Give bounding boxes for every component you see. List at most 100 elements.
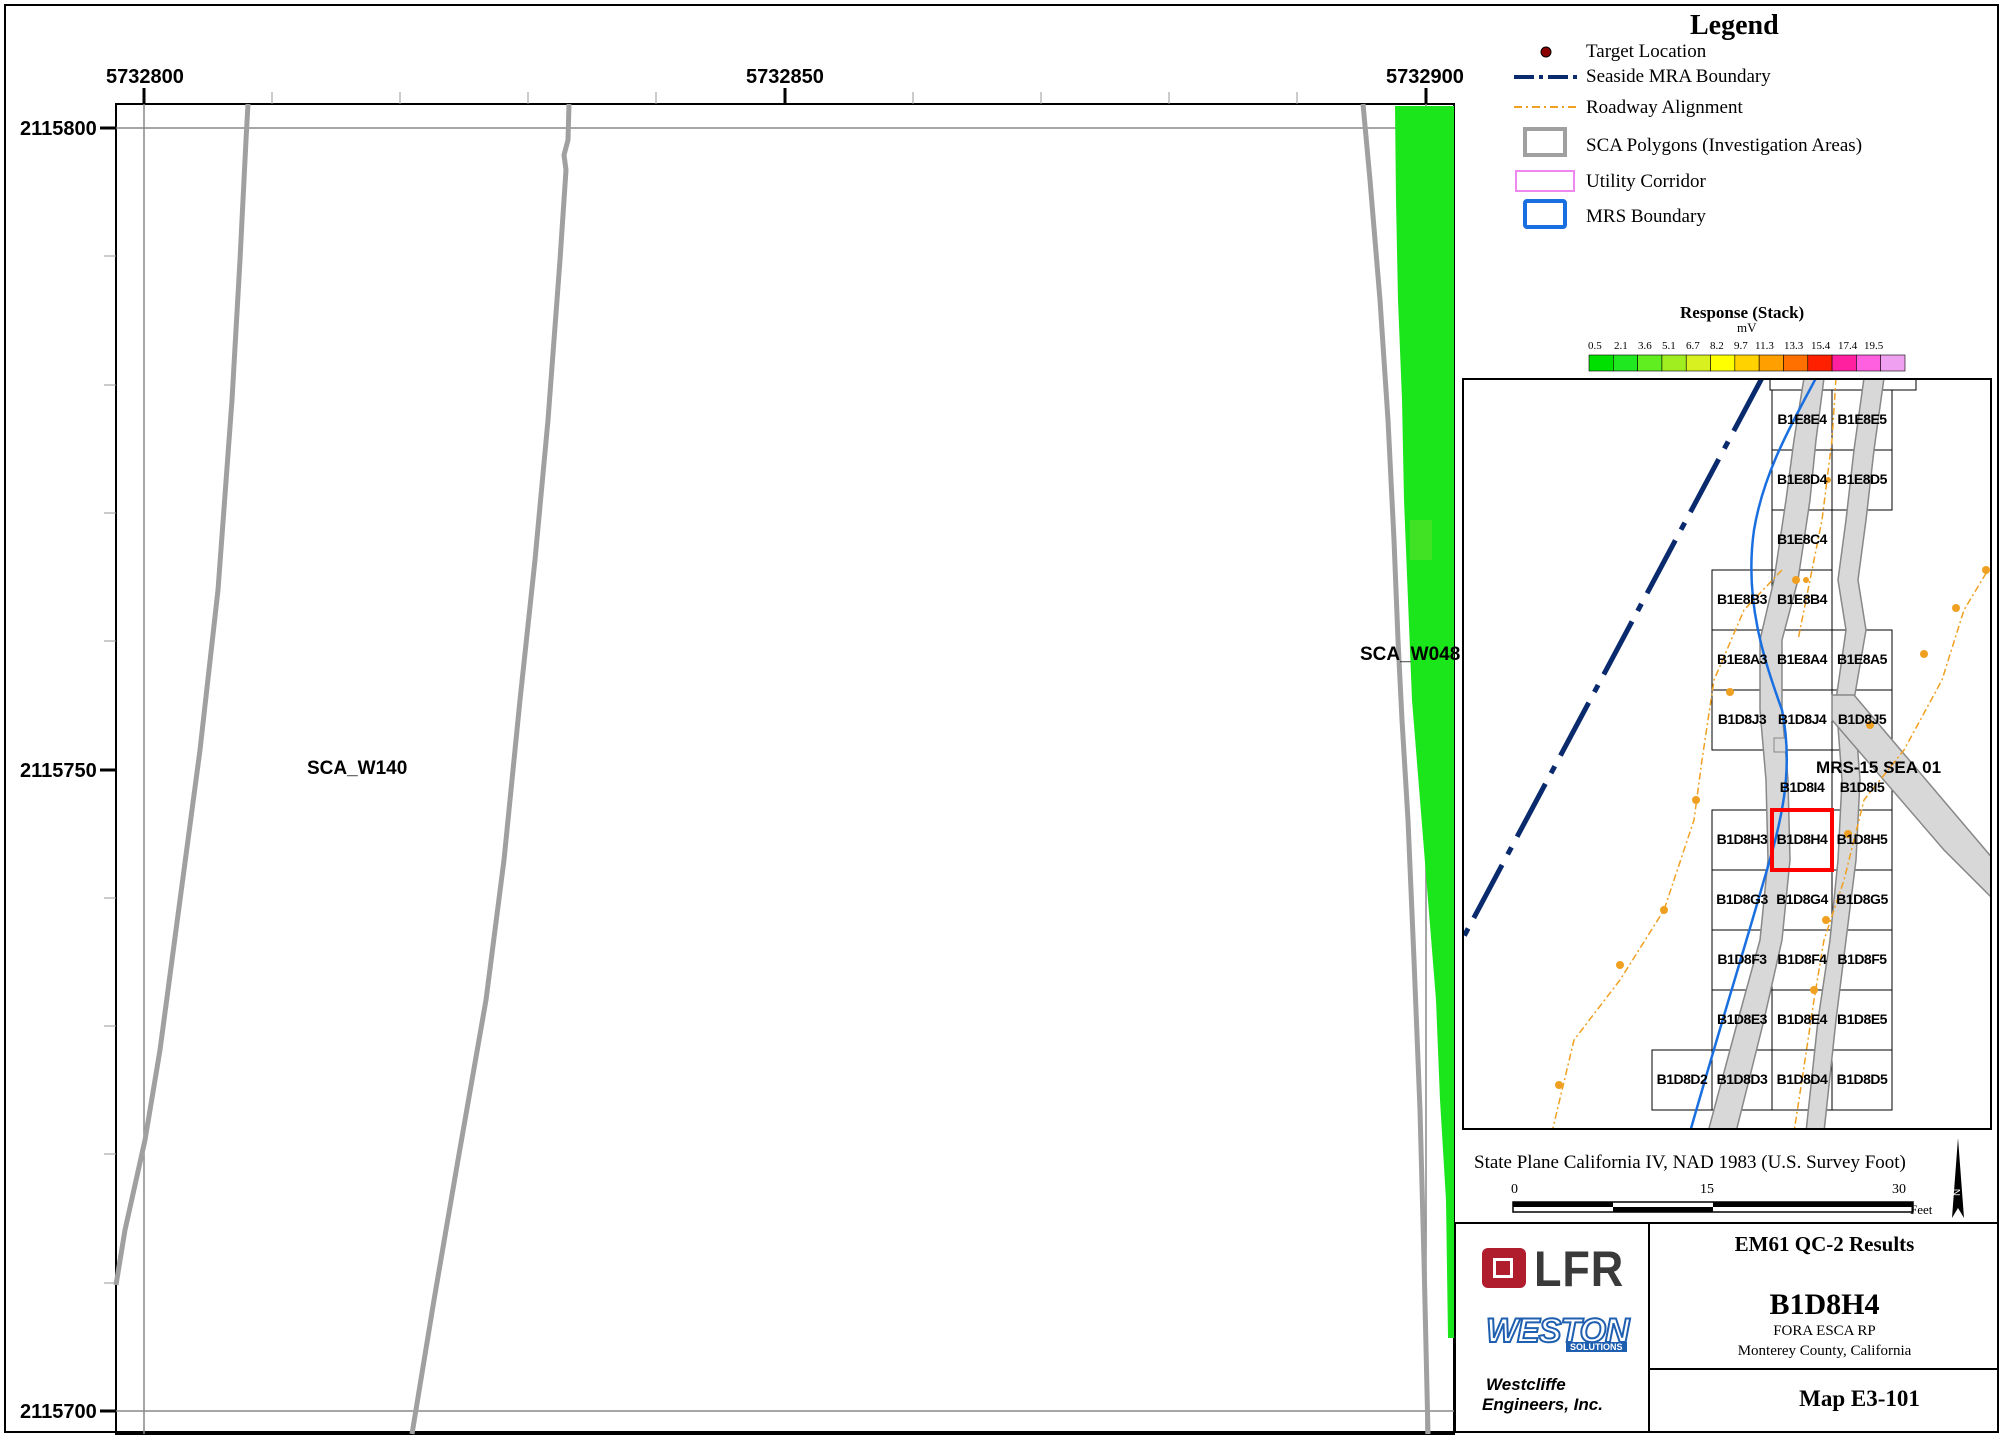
inset-cell-label[interactable]: B1E8B4 [1777, 591, 1827, 607]
firm-line-1: Westcliffe [1486, 1375, 1566, 1394]
scale-unit: Feet [1910, 1202, 1933, 1217]
color-ramp-swatch [1588, 354, 1614, 372]
scale-tick: 8.2 [1710, 340, 1724, 352]
sca-polygon-west [1708, 380, 1825, 1128]
inset-map: B1E8E4 B1E8E5 B1E8D4 B1E8D5 B1E8C4 B1E8B3 B1E8… [1462, 378, 1992, 1130]
legend-label-roadway: Roadway Alignment [1586, 97, 1743, 118]
inset-cell-label[interactable]: B1D8D3 [1716, 1071, 1768, 1087]
color-ramp-swatch [1710, 354, 1736, 372]
scale-tick: 13.3 [1784, 340, 1804, 352]
project-name: FORA ESCA RP [1773, 1323, 1876, 1339]
inset-cell-label[interactable]: B1E8E5 [1837, 411, 1887, 427]
legend-label-target: Target Location [1586, 41, 1707, 62]
inset-cell-label[interactable]: B1D8I4 [1779, 779, 1825, 795]
inset-cell-label[interactable]: B1D8H4 [1776, 831, 1828, 847]
inset-map-graphics [1464, 380, 1990, 1128]
roadway-alignment-east [1793, 565, 1990, 1128]
sca-w048-label: SCA_W048 [1360, 644, 1461, 665]
x-minor-ticks [271, 92, 1298, 104]
inset-cell-label[interactable]: B1D8I5 [1839, 779, 1885, 795]
main-map [100, 88, 1455, 1435]
y-major-ticks [100, 126, 116, 1413]
scale-tick: 5.1 [1662, 340, 1676, 352]
legend-label-mrs: MRS Boundary [1586, 206, 1706, 227]
inset-cell-label[interactable]: B1D8H5 [1836, 831, 1888, 847]
scale-tick: 17.4 [1838, 340, 1858, 352]
roadway-alignment-north [1797, 380, 1837, 641]
legend-label-utility: Utility Corridor [1586, 171, 1706, 192]
scale-tick: 6.7 [1686, 340, 1700, 352]
inset-cell-label[interactable]: B1E8E4 [1777, 411, 1827, 427]
color-ramp-swatch [1831, 354, 1857, 372]
inset-cell-label[interactable]: B1E8B3 [1717, 591, 1767, 607]
weston-logo-sub: SOLUTIONS [1566, 1342, 1627, 1352]
scale-tick: 19.5 [1864, 340, 1884, 352]
target-dot-icon [1540, 46, 1552, 58]
em61-response-strip [1395, 106, 1454, 1338]
selected-grid-cell[interactable] [1770, 808, 1834, 872]
color-ramp-swatch [1880, 354, 1906, 372]
inset-cell-label[interactable]: B1D8H3 [1716, 831, 1768, 847]
inset-cell-label[interactable]: B1D8J4 [1777, 711, 1827, 727]
inset-cell-label[interactable]: B1E8D5 [1837, 471, 1887, 487]
roadway-markers [1555, 477, 1990, 1089]
inset-cell-label[interactable]: B1D8F3 [1717, 951, 1767, 967]
inset-cell-label[interactable]: B1D8G3 [1716, 891, 1768, 907]
inset-cell-label[interactable]: B1D8E4 [1777, 1011, 1827, 1027]
inset-cell-label[interactable]: B1D8J5 [1837, 711, 1887, 727]
report-title: EM61 QC-2 Results [1734, 1232, 1915, 1256]
scale-bar [1512, 1201, 1914, 1213]
inset-top-box [1769, 380, 1917, 391]
project-location: Monterey County, California [1737, 1343, 1912, 1359]
scale-bar-segment [1513, 1202, 1613, 1207]
scale-tick: 9.7 [1734, 340, 1748, 352]
color-scale-title: Response (Stack) [1680, 303, 1805, 322]
inset-cell-label[interactable]: B1D8F4 [1777, 951, 1827, 967]
color-ramp-swatch [1613, 354, 1638, 372]
color-ramp-swatch [1685, 354, 1711, 372]
sca-boundary-middle [409, 103, 572, 1435]
inset-cell-label[interactable]: B1D8E3 [1717, 1011, 1767, 1027]
scale-tick-0: 0 [1511, 1182, 1518, 1197]
map-number: Map E3-101 [1799, 1386, 1920, 1411]
legend-symbols [1514, 46, 1578, 229]
sca-w140-label: SCA_W140 [307, 758, 408, 779]
inset-cell-label[interactable]: B1D8D4 [1776, 1071, 1828, 1087]
inset-cell-label[interactable]: B1E8A5 [1837, 651, 1887, 667]
inset-cell-label[interactable]: B1D8G5 [1836, 891, 1888, 907]
title-block-map-divider [1648, 1368, 1999, 1370]
sca-polygon-icon [1523, 127, 1567, 157]
y-tick-label: 2115800 [20, 118, 97, 140]
sca-boundary-left [113, 103, 251, 1286]
sca-polygon-small [1773, 737, 1787, 753]
inset-cell-label[interactable]: B1D8J3 [1717, 711, 1767, 727]
color-ramp [1588, 354, 1906, 372]
inset-cell-label[interactable]: B1D8D2 [1656, 1071, 1708, 1087]
lfr-logo-icon [1482, 1248, 1526, 1288]
scale-tick-15: 15 [1700, 1182, 1714, 1197]
sca-polygon-diagonal [1831, 694, 1990, 898]
scale-tick: 0.5 [1588, 340, 1602, 352]
inset-cell-label[interactable]: B1D8E5 [1837, 1011, 1887, 1027]
scale-tick: 3.6 [1638, 340, 1652, 352]
x-tick-label: 5732900 [1386, 66, 1464, 88]
color-ramp-swatch [1758, 354, 1784, 372]
inset-cell-label[interactable]: B1E8A3 [1717, 651, 1767, 667]
color-scale-ticks: 0.5 2.1 3.6 5.1 6.7 8.2 9.7 11.3 13.3 15… [1588, 340, 1908, 352]
color-ramp-swatch [1856, 354, 1881, 372]
map-frame [4, 4, 1999, 1433]
color-ramp-swatch [1734, 354, 1760, 372]
inset-cell-label[interactable]: B1D8G4 [1776, 891, 1828, 907]
title-block-divider [1648, 1222, 1650, 1433]
inset-cell-label[interactable]: B1E8D4 [1777, 471, 1827, 487]
inset-cell-label[interactable]: B1E8A4 [1777, 651, 1827, 667]
response-anomaly [1410, 520, 1432, 560]
inset-cell-label[interactable]: B1D8F5 [1837, 951, 1887, 967]
y-minor-ticks [104, 255, 116, 1284]
inset-cell-label[interactable]: B1D8D5 [1836, 1071, 1888, 1087]
inset-cell-label[interactable]: B1E8C4 [1777, 531, 1827, 547]
grid-id-title: B1D8H4 [1769, 1288, 1880, 1321]
lfr-logo-text: LFR [1534, 1241, 1625, 1297]
scale-bar-segment [1713, 1202, 1913, 1207]
color-scale-unit: mV [1737, 320, 1757, 335]
